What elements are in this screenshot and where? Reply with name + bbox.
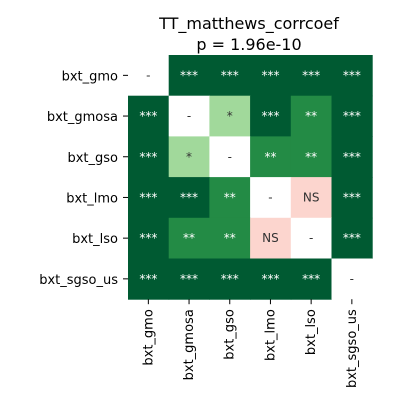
cell-label: * <box>227 109 233 123</box>
row-tick-label: bxt_gmo <box>62 69 118 84</box>
heatmap-cell <box>168 95 210 137</box>
heatmap-cell <box>290 55 332 97</box>
cell-label: * <box>186 150 192 164</box>
heatmap-cell <box>168 177 210 219</box>
cell-label: *** <box>139 231 157 245</box>
col-tick-label: bxt_gso <box>223 309 238 360</box>
cell-label: - <box>146 68 150 82</box>
cell-label: *** <box>139 272 157 286</box>
heatmap-cell <box>290 95 332 137</box>
heatmap-cell <box>331 177 373 219</box>
heatmap-cell <box>331 258 373 300</box>
cell-label: ** <box>183 231 195 245</box>
cell-label: *** <box>343 150 361 164</box>
heatmap-cell <box>209 95 251 137</box>
heatmap-cell <box>250 217 292 259</box>
col-tick-labels: bxt_gmo bxt_gmosa bxt_gso bxt_lmo bxt_lso bxt… <box>141 299 360 388</box>
heatmap-cell <box>168 217 210 259</box>
cell-label: - <box>309 231 313 245</box>
cell-label: ** <box>224 231 236 245</box>
heatmap-cell <box>209 55 251 97</box>
cell-label: - <box>350 272 354 286</box>
heatmap-cell <box>290 258 332 300</box>
cell-label: *** <box>261 68 279 82</box>
heatmap-cell <box>331 136 373 178</box>
heatmap-cell <box>331 55 373 97</box>
chart-subtitle: p = 1.96e-10 <box>196 35 301 54</box>
heatmap-cell <box>128 95 170 137</box>
chart-title: TT_matthews_corrcoef <box>158 14 339 34</box>
col-tick-label: bxt_sgso_us <box>345 309 360 388</box>
cell-label: *** <box>261 272 279 286</box>
cell-label: NS <box>262 231 279 245</box>
cell-label: *** <box>139 190 157 204</box>
cell-label: *** <box>180 190 198 204</box>
heatmap-cell <box>209 258 251 300</box>
heatmap-cell <box>209 136 251 178</box>
cell-label: *** <box>139 150 157 164</box>
heatmap-cell <box>250 136 292 178</box>
col-tick-label: bxt_gmo <box>141 309 156 365</box>
col-tick-label: bxt_lmo <box>263 309 278 361</box>
heatmap-cell <box>209 217 251 259</box>
heatmap-cell <box>168 258 210 300</box>
col-tick-label: bxt_gmosa <box>182 309 197 380</box>
heatmap-cell <box>250 95 292 137</box>
heatmap-cell <box>168 55 210 97</box>
cell-label: - <box>187 109 191 123</box>
cell-label: *** <box>302 68 320 82</box>
heatmap-cell <box>331 217 373 259</box>
heatmap-cell <box>290 177 332 219</box>
heatmap-cell <box>128 136 170 178</box>
cell-label: *** <box>261 109 279 123</box>
heatmap-cell <box>331 95 373 137</box>
cell-label: ** <box>264 150 276 164</box>
heatmap-cell <box>128 217 170 259</box>
row-tick-label: bxt_lso <box>72 232 118 247</box>
row-tick-label: bxt_gso <box>67 151 118 166</box>
cell-label: NS <box>303 190 320 204</box>
cell-label: *** <box>180 68 198 82</box>
heatmap-cell <box>209 177 251 219</box>
heatmap-cell <box>250 55 292 97</box>
cell-label: *** <box>343 109 361 123</box>
heatmap-cell <box>250 258 292 300</box>
cell-label: *** <box>139 109 157 123</box>
heatmap-cells: - *** *** *** *** ****** - * *** ** ****** * - ** ** **… <box>128 55 373 300</box>
heatmap-cell <box>128 177 170 219</box>
heatmap-cell <box>250 177 292 219</box>
cell-label: *** <box>221 272 239 286</box>
row-tick-label: bxt_sgso_us <box>39 273 118 288</box>
cell-label: *** <box>180 272 198 286</box>
heatmap-cell <box>128 258 170 300</box>
cell-label: ** <box>305 109 317 123</box>
heatmap-cell <box>290 136 332 178</box>
row-tick-label: bxt_lmo <box>66 191 118 206</box>
row-tick-labels: bxt_gmo bxt_gmosa bxt_gso bxt_lmo bxt_lsobxt… <box>39 69 128 288</box>
cell-label: ** <box>224 190 236 204</box>
cell-label: - <box>228 150 232 164</box>
col-tick-label: bxt_lso <box>304 309 319 355</box>
row-tick-label: bxt_gmosa <box>47 110 118 125</box>
cell-label: ** <box>305 150 317 164</box>
cell-label: *** <box>343 68 361 82</box>
cell-label: *** <box>221 68 239 82</box>
heatmap-cell <box>168 136 210 178</box>
heatmap-cell <box>290 217 332 259</box>
cell-label: *** <box>343 190 361 204</box>
heatmap-cell <box>128 55 170 97</box>
cell-label: *** <box>343 231 361 245</box>
cell-label: *** <box>302 272 320 286</box>
cell-label: - <box>268 190 272 204</box>
